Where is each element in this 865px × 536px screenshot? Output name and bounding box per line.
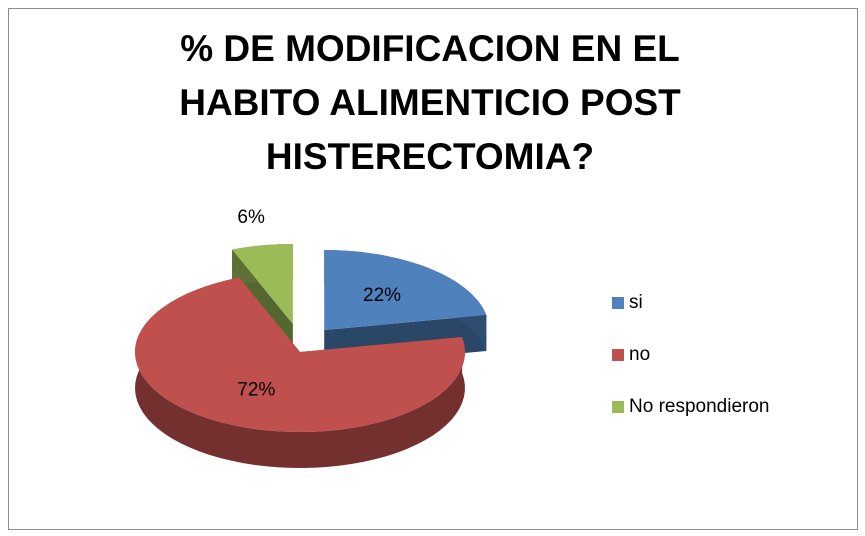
pie-slice <box>324 250 487 331</box>
data-label: 6% <box>237 207 265 228</box>
legend-swatch <box>612 349 624 361</box>
legend-label: no <box>629 344 650 365</box>
data-label: 22% <box>363 285 401 306</box>
legend-label: No respondieron <box>629 396 769 417</box>
data-label: 72% <box>237 380 275 401</box>
pie-slice <box>135 277 465 432</box>
legend-swatch <box>612 297 624 309</box>
legend-label: si <box>629 292 643 313</box>
chart-title: % DE MODIFICACION EN EL HABITO ALIMENTIC… <box>179 28 681 177</box>
chart-frame <box>8 8 858 530</box>
legend-swatch <box>612 401 624 413</box>
pie-slice <box>232 244 293 325</box>
